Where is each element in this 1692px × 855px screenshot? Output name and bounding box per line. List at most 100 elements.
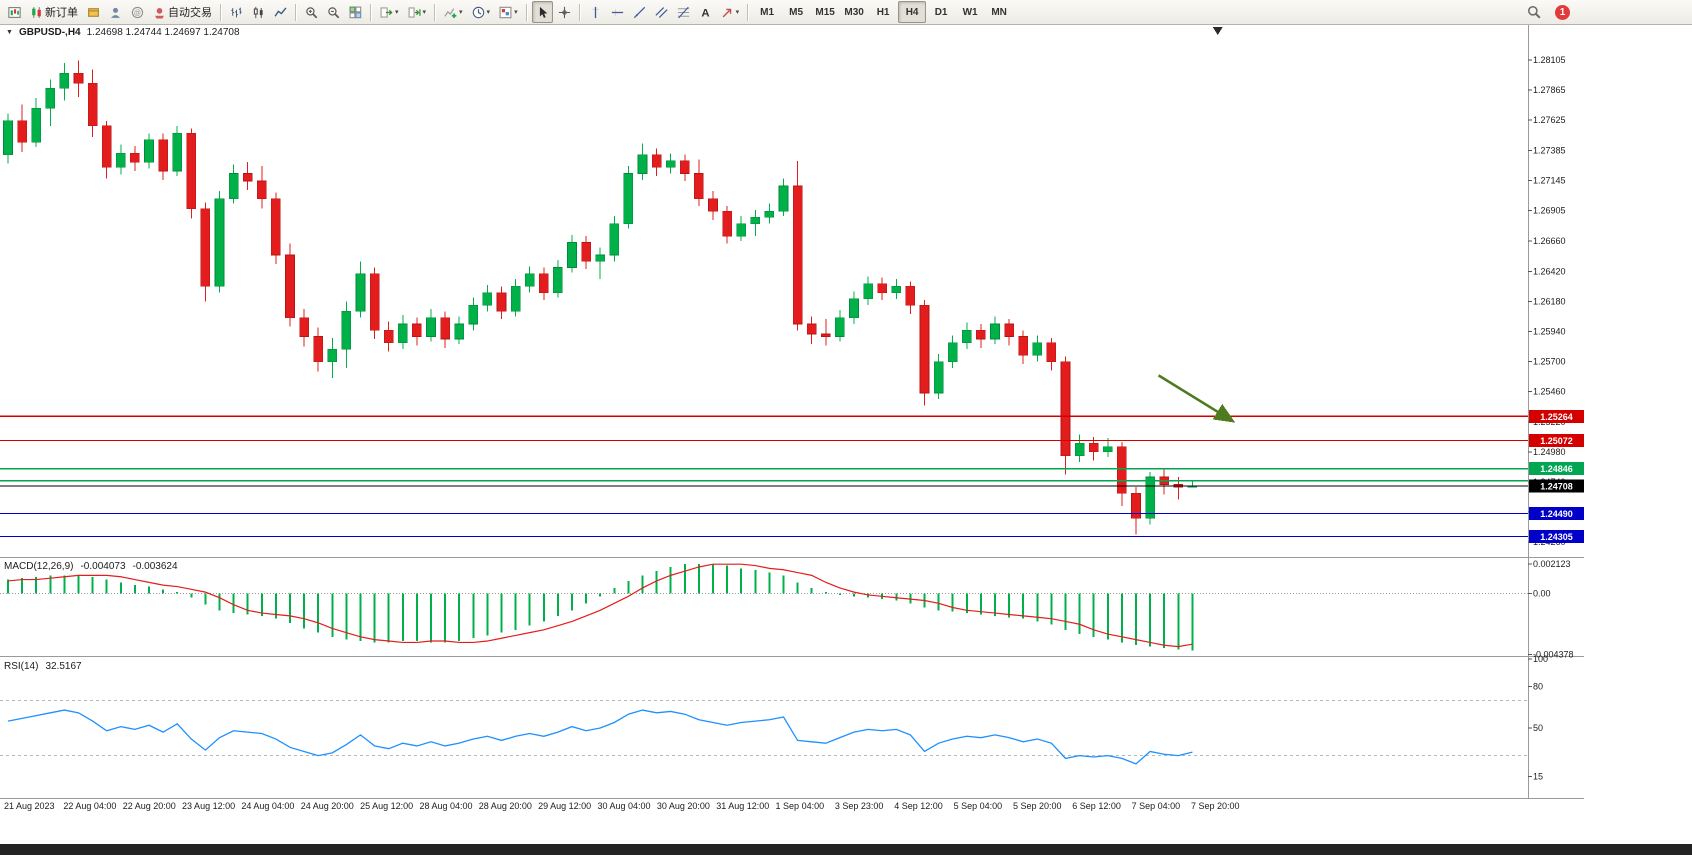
crosshair-button[interactable] xyxy=(554,1,575,23)
bull-candle xyxy=(891,286,902,293)
bull-candle xyxy=(1032,342,1043,356)
chart-shift-button[interactable]: ▾ xyxy=(404,1,431,23)
svg-text:29 Aug 12:00: 29 Aug 12:00 xyxy=(538,801,591,811)
horizontal-line-button[interactable] xyxy=(607,1,628,23)
svg-text:-0.004378: -0.004378 xyxy=(1533,650,1574,660)
toolbar-separator xyxy=(525,3,528,21)
bull-candle xyxy=(553,267,563,293)
svg-text:1 Sep 04:00: 1 Sep 04:00 xyxy=(776,801,825,811)
bull-candle xyxy=(609,223,620,256)
timeframe-H1-button[interactable]: H1 xyxy=(876,6,890,18)
zoom-out-button[interactable] xyxy=(323,1,344,23)
timeframe-M5-button[interactable]: M5 xyxy=(789,6,804,18)
time-axis[interactable]: 21 Aug 2023 22 Aug 04:00 22 Aug 20:00 23 Au… xyxy=(4,801,1240,811)
chart-header: ▼ GBPUSD-,H4 1.24698 1.24744 1.24697 1.2… xyxy=(6,27,240,38)
timeframe-M1-button[interactable]: M1 xyxy=(760,6,775,18)
bear-candle xyxy=(200,208,211,287)
bull-candle xyxy=(144,139,154,163)
chart-shift-marker[interactable] xyxy=(1212,27,1223,35)
linechart-icon xyxy=(274,6,287,19)
bear-candle xyxy=(158,139,168,172)
bear-candle xyxy=(1060,361,1071,456)
svg-text:0.002123: 0.002123 xyxy=(1533,559,1571,569)
svg-text:31 Aug 12:00: 31 Aug 12:00 xyxy=(716,801,769,811)
web-terminal-button[interactable]: @ xyxy=(127,1,148,23)
equidistant-channel-button[interactable] xyxy=(651,1,672,23)
search-button[interactable] xyxy=(1523,1,1545,23)
horizontal-scrollbar[interactable] xyxy=(0,844,1692,855)
chart-area[interactable]: 1.28105 1.27865 1.27625 1.27385 1.27145 1.269… xyxy=(0,25,1692,844)
svg-text:21 Aug 2023: 21 Aug 2023 xyxy=(4,801,55,811)
mql5-community-button[interactable] xyxy=(105,1,126,23)
zoom-in-button[interactable] xyxy=(301,1,322,23)
bull-candle xyxy=(214,198,225,287)
svg-text:1.25264: 1.25264 xyxy=(1540,412,1573,422)
bear-candle xyxy=(496,292,507,312)
indicators-button[interactable]: ▾ xyxy=(440,1,467,23)
text-icon: A xyxy=(699,6,712,18)
metaeditor-button[interactable] xyxy=(83,1,104,23)
dropdown-caret-icon: ▾ xyxy=(422,9,427,16)
fibonacci-button[interactable] xyxy=(673,1,694,23)
notification-badge[interactable]: 1 xyxy=(1555,4,1570,20)
bull-candle xyxy=(45,87,56,109)
timeframe-W1-button[interactable]: W1 xyxy=(962,6,978,18)
timeframe-MN-button[interactable]: MN xyxy=(991,6,1007,18)
new-chart-button[interactable] xyxy=(4,1,25,23)
timeframe-D1-button[interactable]: D1 xyxy=(934,6,948,18)
crosshair-icon xyxy=(558,6,571,19)
bear-candle xyxy=(299,317,309,337)
bear-candle xyxy=(383,329,394,344)
trendline-button[interactable] xyxy=(629,1,650,23)
svg-text:23 Aug 12:00: 23 Aug 12:00 xyxy=(182,801,235,811)
timeframe-M30-button[interactable]: M30 xyxy=(844,6,864,18)
bear-candle xyxy=(1117,446,1127,494)
templates-button[interactable]: ▾ xyxy=(495,1,522,23)
svg-text:24 Aug 20:00: 24 Aug 20:00 xyxy=(301,801,354,811)
timeframe-H4-button[interactable]: H4 xyxy=(898,1,927,23)
macd-signal-line xyxy=(7,563,1193,648)
bull-candle xyxy=(567,242,577,268)
price-level-badge: 1.25072 xyxy=(1529,433,1584,447)
svg-text:5 Sep 04:00: 5 Sep 04:00 xyxy=(954,801,1003,811)
bear-candle xyxy=(806,323,817,335)
price-level-badge: 1.24490 xyxy=(1529,506,1584,520)
bear-candle xyxy=(1046,342,1057,362)
bull-candle xyxy=(454,323,465,340)
svg-text:1.25072: 1.25072 xyxy=(1540,436,1573,446)
new-order-button[interactable]: 新订单 xyxy=(26,1,82,23)
rsi-line xyxy=(7,709,1193,765)
bull-candle xyxy=(1074,442,1085,456)
tile-windows-button[interactable] xyxy=(345,1,366,23)
auto-scroll-button[interactable]: ▾ xyxy=(376,1,403,23)
cursor-button[interactable] xyxy=(531,1,553,23)
autotrading-button[interactable]: 自动交易 xyxy=(149,1,216,23)
bull-candle xyxy=(623,173,634,224)
periods-button[interactable]: ▾ xyxy=(468,1,495,23)
sell-arrow-annotation[interactable] xyxy=(1157,374,1236,423)
arrows-button[interactable]: ▾ xyxy=(717,1,744,23)
svg-text:@: @ xyxy=(134,9,141,16)
toolbar-separator xyxy=(434,3,437,21)
bar-chart-button[interactable] xyxy=(226,1,247,23)
bear-candle xyxy=(820,333,831,337)
dropdown-caret-icon: ▾ xyxy=(395,9,399,16)
fibo-icon xyxy=(677,6,690,19)
bear-candle xyxy=(369,273,380,331)
svg-text:3 Sep 23:00: 3 Sep 23:00 xyxy=(835,801,884,811)
line-chart-button[interactable] xyxy=(270,1,291,23)
bull-candle xyxy=(116,153,126,168)
svg-text:4 Sep 12:00: 4 Sep 12:00 xyxy=(894,801,943,811)
rsi-panel: 100 80 50 15 xyxy=(0,654,1548,781)
text-button[interactable]: A xyxy=(695,1,716,23)
bull-candle xyxy=(778,185,789,212)
expand-triangle-icon[interactable]: ▼ xyxy=(6,29,13,36)
bear-candle xyxy=(242,173,253,182)
bear-candle xyxy=(73,72,84,84)
timeframe-M15-button[interactable]: M15 xyxy=(815,6,835,18)
candlestick-chart-button[interactable] xyxy=(248,1,269,23)
toolbar-separator xyxy=(578,3,581,21)
hline-icon xyxy=(611,6,624,19)
vertical-line-button[interactable] xyxy=(585,1,606,23)
svg-text:1.24490: 1.24490 xyxy=(1540,509,1573,519)
